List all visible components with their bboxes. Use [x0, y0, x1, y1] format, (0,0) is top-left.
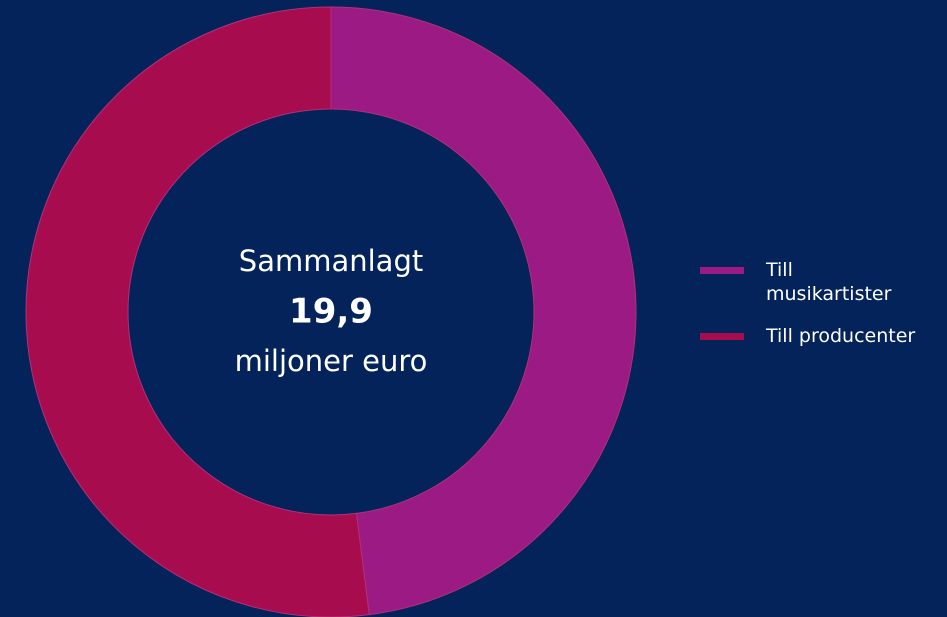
center-text: 19,9: [289, 292, 373, 332]
center-text: miljoner euro: [235, 344, 428, 378]
legend-swatch: [700, 267, 744, 274]
legend-label: Till producenter: [766, 325, 916, 347]
legend-label: Till musikartister: [766, 259, 892, 305]
center-text: Sammanlagt: [239, 244, 423, 278]
legend-item: Till musikartister: [700, 258, 940, 306]
legend-swatch: [700, 333, 744, 340]
legend: Till musikartister Till producenter: [700, 258, 940, 366]
legend-item: Till producenter: [700, 324, 940, 348]
pie-slice: [330, 6, 637, 616]
pie-slice: [25, 6, 370, 617]
